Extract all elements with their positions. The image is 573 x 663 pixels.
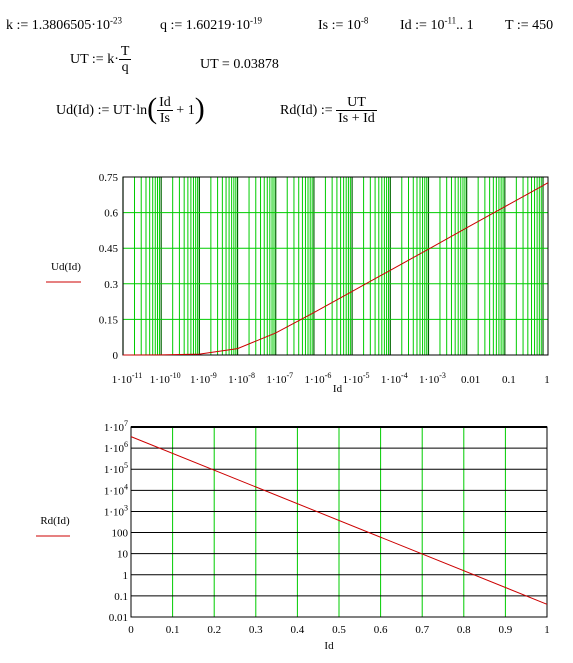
ytick-label-rd: 10 bbox=[117, 549, 129, 561]
xtick-label-rd: 1 bbox=[544, 624, 550, 636]
xtick-label-ud-mantissa: 1·10 bbox=[190, 374, 211, 386]
xtick-label-rd: 0.6 bbox=[374, 624, 388, 636]
xtick-label-rd: 0.1 bbox=[166, 624, 180, 636]
eq-Rd-def: Rd(Id) := UT Is + Id bbox=[280, 95, 377, 126]
ytick-label-rd-exponent: 7 bbox=[124, 419, 128, 428]
eq-k: k := 1.3806505·10-23 bbox=[6, 15, 122, 33]
xtick-label-ud-exponent: -3 bbox=[439, 371, 446, 380]
ytick-label-rd-exponent: 3 bbox=[124, 503, 128, 512]
ytick-label-rd-mantissa: 1·10 bbox=[104, 422, 125, 434]
xtick-label-ud-mantissa: 1·10 bbox=[228, 374, 249, 386]
ytick-label-rd: 1·104 bbox=[104, 482, 128, 497]
eq-T: T := 450 bbox=[505, 18, 554, 33]
ytick-label-ud: 0.3 bbox=[104, 279, 118, 291]
xtick-label-rd: 0.8 bbox=[457, 624, 471, 636]
xtick-label-ud-mantissa: 0.1 bbox=[502, 374, 516, 386]
xtick-label-ud: 1·10-6 bbox=[304, 371, 331, 386]
xtick-label-ud-exponent: -10 bbox=[170, 371, 181, 380]
ytick-label-rd-exponent: 6 bbox=[124, 440, 128, 449]
eq-Id-range: Id := 10-11.. 1 bbox=[400, 15, 474, 33]
xtick-label-rd: 0.9 bbox=[499, 624, 513, 636]
ytick-label-ud: 0.45 bbox=[99, 243, 119, 255]
xtick-label-rd: 0.7 bbox=[415, 624, 429, 636]
xtick-label-ud-mantissa: 1·10 bbox=[419, 374, 440, 386]
ytick-label-rd-mantissa: 1 bbox=[123, 570, 129, 582]
series-rd-line bbox=[130, 436, 548, 605]
xtick-label-ud-mantissa: 1·10 bbox=[266, 374, 287, 386]
chart-ud: 00.150.30.450.60.751·10-11 1·10-10 1·10-9 1… bbox=[46, 172, 550, 395]
ytick-label-ud: 0.75 bbox=[99, 172, 119, 184]
ytick-label-rd-mantissa: 1·10 bbox=[104, 506, 125, 518]
eq-q: q := 1.60219·10-19 bbox=[160, 15, 262, 33]
ytick-label-rd: 0.01 bbox=[109, 612, 128, 624]
xtick-label-ud: 1 bbox=[544, 374, 550, 386]
xtick-label-rd: 0.4 bbox=[291, 624, 305, 636]
ytick-label-rd-mantissa: 1·10 bbox=[104, 464, 125, 476]
xtick-label-ud-exponent: -4 bbox=[401, 371, 408, 380]
ylabel-rd: Rd(Id) bbox=[40, 515, 70, 527]
xtick-label-ud-mantissa: 1·10 bbox=[150, 374, 171, 386]
ytick-label-rd: 100 bbox=[112, 528, 129, 540]
xlabel-ud: Id bbox=[333, 383, 343, 395]
ylabel-ud: Ud(Id) bbox=[51, 261, 81, 273]
xtick-label-rd: 0.5 bbox=[332, 624, 346, 636]
xtick-label-ud-mantissa: 0.01 bbox=[461, 374, 480, 386]
eq-UT-result: UT = 0.03878 bbox=[200, 57, 279, 72]
xtick-label-ud-exponent: -6 bbox=[325, 371, 332, 380]
xtick-label-ud: 1·10-10 bbox=[150, 371, 181, 386]
xtick-label-ud-exponent: -11 bbox=[132, 371, 142, 380]
plot-frame-rd bbox=[130, 426, 548, 618]
xtick-label-rd: 0.2 bbox=[207, 624, 221, 636]
xtick-label-ud: 0.01 bbox=[461, 374, 480, 386]
ytick-label-rd: 1·105 bbox=[104, 461, 128, 476]
ytick-label-rd-mantissa: 10 bbox=[117, 549, 129, 561]
xtick-label-ud: 1·10-3 bbox=[419, 371, 446, 386]
ytick-label-rd-exponent: 4 bbox=[124, 482, 128, 491]
xtick-label-ud: 1·10-4 bbox=[381, 371, 408, 386]
series-ud-line bbox=[122, 182, 549, 356]
ytick-label-rd-exponent: 5 bbox=[124, 461, 128, 470]
eq-Ud-def: Ud(Id) := UT·ln(Id Is + 1) bbox=[56, 92, 205, 126]
ytick-label-rd: 1·106 bbox=[104, 440, 128, 455]
xtick-label-ud: 1·10-9 bbox=[190, 371, 217, 386]
eq-Is: Is := 10-8 bbox=[318, 15, 369, 33]
xtick-label-ud-mantissa: 1·10 bbox=[343, 374, 364, 386]
ytick-label-ud: 0.15 bbox=[99, 314, 119, 326]
xtick-label-ud: 1·10-8 bbox=[228, 371, 255, 386]
xtick-label-ud-mantissa: 1 bbox=[544, 374, 550, 386]
xtick-label-rd: 0.3 bbox=[249, 624, 263, 636]
xtick-label-ud-mantissa: 1·10 bbox=[304, 374, 325, 386]
xtick-label-ud-exponent: -8 bbox=[248, 371, 255, 380]
xtick-label-ud-mantissa: 1·10 bbox=[381, 374, 402, 386]
xtick-label-ud-mantissa: 1·10 bbox=[112, 374, 133, 386]
ytick-label-rd-mantissa: 100 bbox=[112, 528, 129, 540]
ytick-label-rd: 1 bbox=[123, 570, 129, 582]
ytick-label-rd-mantissa: 1·10 bbox=[104, 485, 125, 497]
xtick-label-ud: 1·10-5 bbox=[343, 371, 370, 386]
xtick-label-ud-exponent: -5 bbox=[363, 371, 370, 380]
ytick-label-ud: 0.6 bbox=[104, 208, 118, 220]
xtick-label-ud-exponent: -9 bbox=[210, 371, 217, 380]
ytick-label-rd: 1·103 bbox=[104, 503, 128, 518]
plot-area-ud bbox=[123, 177, 548, 355]
plot-frame-ud bbox=[122, 176, 549, 356]
ytick-label-rd: 0.1 bbox=[114, 591, 128, 603]
ytick-label-rd-mantissa: 0.1 bbox=[114, 591, 128, 603]
ytick-label-rd-mantissa: 0.01 bbox=[109, 612, 128, 624]
xtick-label-ud: 1·10-7 bbox=[266, 371, 293, 386]
ytick-label-ud: 0 bbox=[113, 350, 119, 362]
ytick-label-rd-mantissa: 1·10 bbox=[104, 443, 125, 455]
xtick-label-ud: 0.1 bbox=[502, 374, 516, 386]
xtick-label-ud-exponent: -7 bbox=[286, 371, 293, 380]
ytick-label-rd: 1·107 bbox=[104, 419, 128, 434]
xlabel-rd: Id bbox=[324, 640, 334, 652]
xtick-label-ud: 1·10-11 bbox=[112, 371, 143, 386]
xtick-label-rd: 0 bbox=[128, 624, 134, 636]
